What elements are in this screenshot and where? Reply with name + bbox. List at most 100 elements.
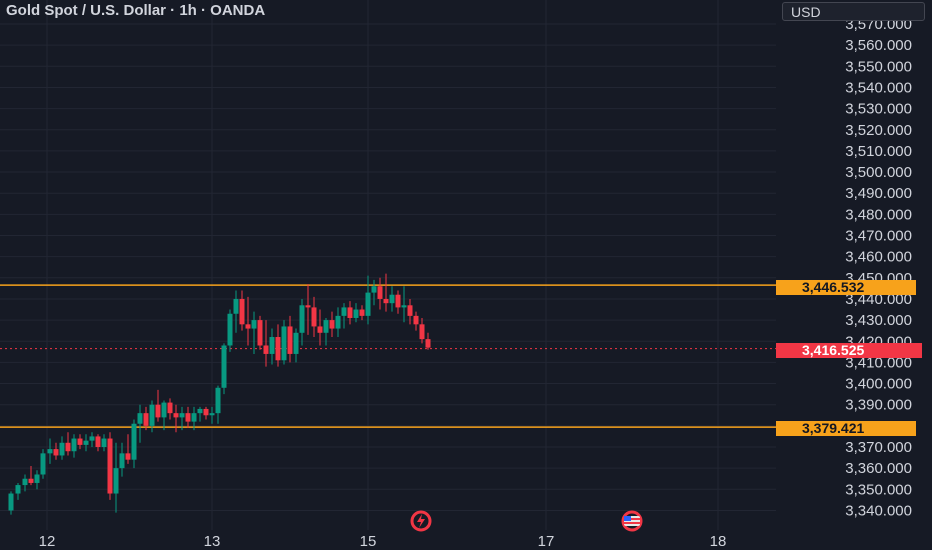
- candle: [173, 404, 179, 433]
- candle: [245, 296, 251, 346]
- candle: [101, 434, 107, 452]
- candle-body: [173, 413, 179, 418]
- candle: [365, 275, 371, 325]
- candle-body: [233, 298, 239, 314]
- candle-body: [299, 305, 305, 333]
- candle: [131, 419, 137, 469]
- candle: [149, 400, 155, 433]
- time-tick-label: 18: [710, 533, 727, 550]
- candle-body: [251, 320, 257, 329]
- candle-body: [245, 324, 251, 329]
- candle-body: [167, 402, 173, 414]
- candle-body: [371, 286, 377, 293]
- price-tick-label: 3,510.000: [845, 143, 912, 160]
- candle: [239, 290, 245, 331]
- price-tick-label: 3,560.000: [845, 37, 912, 54]
- candle: [335, 307, 341, 338]
- candle-body: [227, 313, 233, 346]
- candle: [305, 284, 311, 335]
- currency-button[interactable]: USD: [782, 2, 925, 21]
- candle-body: [77, 438, 83, 445]
- candle: [8, 491, 14, 515]
- price-tick-label: 3,460.000: [845, 249, 912, 266]
- candle-body: [365, 292, 371, 316]
- candle: [251, 311, 257, 354]
- candle: [119, 442, 125, 477]
- candle: [233, 290, 239, 333]
- candle: [395, 290, 401, 314]
- candle: [137, 404, 143, 443]
- candle: [185, 406, 191, 428]
- candle-body: [185, 413, 191, 422]
- candle: [287, 315, 293, 363]
- candle: [95, 434, 101, 452]
- price-tick-label: 3,540.000: [845, 79, 912, 96]
- candle: [34, 470, 40, 490]
- candle: [143, 406, 149, 431]
- candle-body: [377, 286, 383, 299]
- candle-body: [22, 478, 28, 486]
- candle: [125, 434, 131, 464]
- candle-body: [125, 453, 131, 460]
- price-tick-label: 3,400.000: [845, 376, 912, 393]
- candle-body: [353, 309, 359, 318]
- candle: [323, 317, 329, 346]
- candle: [263, 320, 269, 367]
- price-tick-label: 3,370.000: [845, 439, 912, 456]
- lightning-event-icon[interactable]: [410, 510, 432, 532]
- time-axis[interactable]: 12 13 15 17 18: [39, 533, 727, 550]
- candle-body: [341, 307, 347, 316]
- price-tick-label: 3,550.000: [845, 58, 912, 75]
- time-tick-label: 13: [204, 533, 221, 550]
- candle: [401, 286, 407, 323]
- grid: [0, 0, 776, 530]
- candle-body: [113, 468, 119, 494]
- us-flag-event-icon[interactable]: [621, 510, 643, 532]
- candle: [311, 296, 317, 338]
- candle-body: [215, 387, 221, 414]
- candle: [22, 474, 28, 492]
- candle-body: [407, 305, 413, 316]
- candle: [209, 406, 215, 424]
- candle-body: [401, 305, 407, 308]
- candle-body: [155, 404, 161, 418]
- candle-body: [335, 315, 341, 329]
- candle: [77, 434, 83, 450]
- candle-body: [395, 294, 401, 308]
- support-level-label[interactable]: 3,379.421: [776, 421, 916, 436]
- candle-body: [197, 408, 203, 414]
- symbol-title[interactable]: Gold Spot / U.S. Dollar · 1h · OANDA: [6, 2, 266, 19]
- candle: [293, 328, 299, 363]
- candle: [53, 442, 59, 460]
- price-tick-label: 3,390.000: [845, 397, 912, 414]
- candle: [83, 434, 89, 452]
- candle-body: [47, 449, 53, 454]
- candle-body: [293, 332, 299, 354]
- candle-body: [59, 442, 65, 456]
- candle-body: [15, 485, 21, 494]
- candle-body: [269, 337, 275, 354]
- price-tick-label: 3,500.000: [845, 164, 912, 181]
- candle-body: [257, 320, 263, 346]
- candle-body: [221, 345, 227, 388]
- price-tick-label: 3,480.000: [845, 206, 912, 223]
- horizontal-levels[interactable]: [0, 284, 776, 428]
- resistance-level-label[interactable]: 3,446.532: [776, 280, 916, 295]
- price-tick-label: 3,440.000: [845, 291, 912, 308]
- candle-body: [191, 413, 197, 422]
- price-axis[interactable]: 3,570.0003,560.0003,550.0003,540.0003,53…: [845, 16, 912, 519]
- candle: [167, 398, 173, 420]
- candle: [377, 277, 383, 310]
- candle-body: [347, 307, 353, 318]
- candle-body: [329, 320, 335, 329]
- candle-body: [119, 453, 125, 469]
- candle-body: [71, 438, 77, 452]
- candle: [71, 434, 77, 458]
- candle-body: [149, 404, 155, 426]
- candle: [269, 328, 275, 365]
- candle-body: [239, 298, 245, 325]
- price-tick-label: 3,430.000: [845, 312, 912, 329]
- candle-body: [275, 337, 281, 361]
- candle-body: [383, 298, 389, 304]
